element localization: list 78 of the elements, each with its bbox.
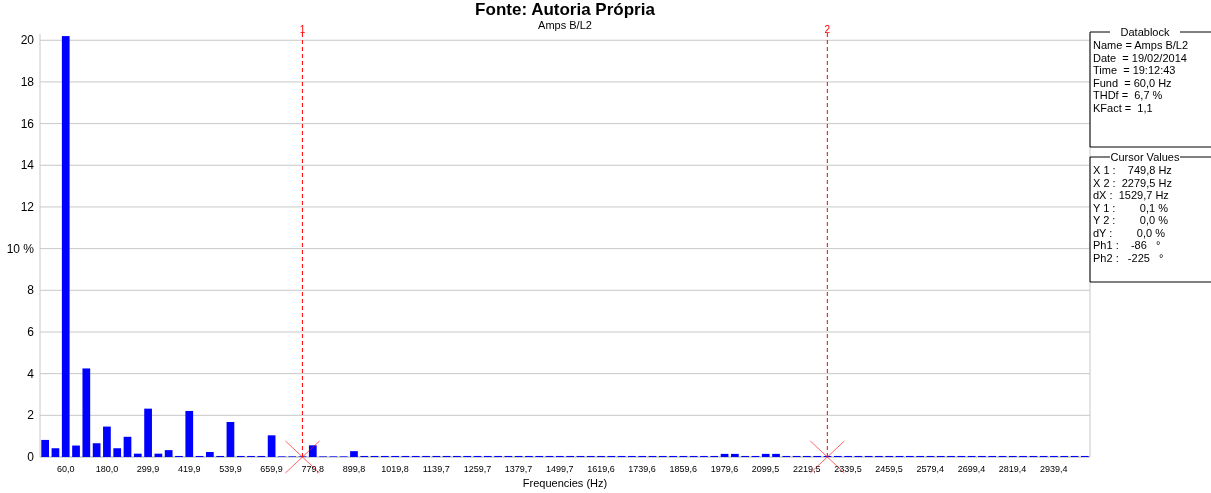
text: Datablock	[1120, 26, 1170, 38]
text: Y 2 : 0,0 %	[1093, 214, 1169, 226]
bar	[61, 36, 70, 457]
text: THDf = 6,7 %	[1093, 89, 1163, 101]
text: Y 1 : 0,1 %	[1093, 201, 1169, 214]
bar	[51, 448, 60, 457]
x-tick-label: 899,8	[342, 464, 366, 474]
x-tick-label: 2579,4	[916, 464, 944, 474]
text: dY : 0,0 %	[1093, 226, 1166, 239]
y-tick-label: 2	[27, 408, 35, 423]
x-tick-label: 2219,5	[792, 464, 821, 474]
chart-subtitle: Amps B/L2	[538, 19, 592, 31]
annotation: 2	[824, 24, 831, 35]
bar	[41, 439, 50, 457]
y-tick-label: 10 %	[6, 241, 35, 256]
x-tick-label: 1859,6	[669, 464, 698, 474]
x-tick-label: 2099,5	[751, 464, 780, 474]
x-axis-title: Frequencies (Hz)	[522, 477, 608, 489]
bar	[164, 450, 173, 457]
bar	[350, 451, 358, 457]
bar	[113, 448, 122, 457]
bar	[226, 421, 235, 457]
y-tick-label: 0	[27, 450, 35, 464]
bar	[185, 410, 194, 457]
chart-title: Fonte: Autoria Própria	[475, 0, 656, 19]
x-tick-label: 1019,8	[381, 464, 409, 474]
x-tick-label: 1619,6	[587, 464, 615, 474]
x-tick-label: 1739,6	[628, 464, 656, 474]
x-tick-label: 659,9	[260, 464, 283, 474]
x-tick-label: 60,0	[56, 464, 75, 474]
x-tick-label: 2339,5	[834, 464, 862, 474]
text: KFact = 1,1	[1093, 101, 1153, 114]
y-tick-label: 18	[20, 74, 35, 89]
y-tick-label: 6	[27, 324, 35, 339]
y-tick-label: 16	[20, 116, 35, 131]
y-tick-label: 8	[27, 283, 35, 298]
x-tick-label: 180,0	[95, 464, 119, 474]
bar	[72, 445, 80, 457]
bar	[133, 453, 142, 457]
x-tick-label: 419,9	[177, 464, 201, 474]
x-tick-label: 1979,6	[710, 464, 739, 474]
x-tick-label: 2939,4	[1040, 464, 1068, 474]
bar	[144, 408, 152, 457]
text: Date = 19/02/2014	[1093, 51, 1187, 64]
bar	[92, 443, 101, 457]
bar	[267, 435, 276, 457]
x-tick-label: 779,8	[301, 464, 324, 474]
text: X 2 : 2279,5 Hz	[1093, 176, 1172, 189]
bar	[82, 368, 91, 457]
x-tick-label: 539,9	[219, 464, 242, 474]
x-tick-label: 2699,4	[957, 464, 986, 474]
x-tick-label: 1259,7	[463, 464, 492, 474]
x-tick-label: 2819,4	[998, 464, 1027, 474]
bar	[103, 426, 111, 457]
bar	[205, 452, 214, 457]
x-tick-label: 1379,7	[504, 464, 533, 474]
bar	[772, 453, 780, 457]
text: Ph1 : -86 °	[1093, 239, 1161, 251]
annotation: 1	[299, 24, 306, 35]
bar	[123, 436, 132, 457]
y-tick-label: 12	[20, 199, 35, 214]
text: Name = Amps B/L2	[1093, 39, 1189, 51]
x-tick-label: 2459,5	[875, 464, 903, 474]
y-tick-label: 14	[20, 158, 35, 173]
y-tick-label: 20	[20, 33, 35, 48]
x-tick-label: 299,9	[136, 464, 160, 474]
x-tick-label: 1139,7	[422, 464, 450, 474]
x-tick-label: 1499,7	[545, 464, 574, 474]
bar	[761, 453, 770, 457]
text: Ph2 : -225 °	[1093, 251, 1164, 264]
bar	[730, 453, 739, 457]
text: Cursor Values	[1110, 151, 1180, 163]
bar	[308, 445, 317, 457]
text: Time = 19:12:43	[1093, 64, 1176, 76]
text: Fund = 60,0 Hz	[1093, 76, 1172, 89]
text: X 1 : 749,8 Hz	[1093, 164, 1172, 176]
y-tick-label: 4	[27, 366, 35, 381]
text: dX : 1529,7 Hz	[1093, 189, 1169, 201]
